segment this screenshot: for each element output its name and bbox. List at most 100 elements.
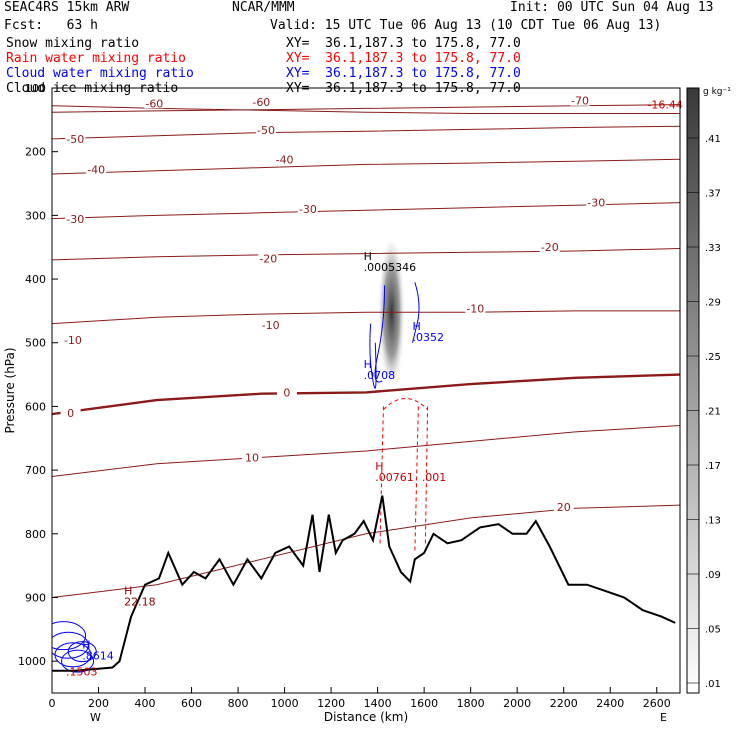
y-tick-label: 800 [25, 528, 46, 541]
colorbar-tick-label: .01 [705, 679, 721, 690]
forecast-hour: Fcst: 63 h [4, 18, 98, 33]
x-tick-label: 400 [135, 697, 156, 710]
high-marker-value: .0005346 [364, 261, 417, 274]
high-marker-label: H [375, 460, 383, 473]
contour-label-bg [553, 500, 574, 513]
contour-label-bg [242, 450, 263, 463]
contour-label: -10 [262, 319, 280, 332]
contour-label-bg [569, 93, 590, 106]
axes-layer: 0 200 400 600 800 1000 1200 1400 1600 1800 2000 220… [3, 82, 681, 724]
contour-label: -70 [571, 95, 589, 108]
high-marker-label: H [413, 320, 421, 333]
colorbar-tick-label: .09 [705, 570, 721, 581]
contour-label: -30 [66, 213, 84, 226]
colorbar: .41 .37 .33 .29 .25 .21 .17 .13 .09 .05 .01 g kg⁻¹ [686, 87, 731, 694]
colorbar-tick-label: .33 [705, 243, 721, 254]
contour-label-bg [251, 95, 272, 108]
contour-label: -30 [587, 197, 605, 210]
high-marker-label: H [364, 250, 372, 263]
contour-label-bg [62, 333, 83, 346]
temperature-contour-line [52, 310, 680, 325]
temperature-contour-line [52, 373, 680, 416]
rain-water-contour [424, 406, 429, 547]
temperature-contour-line [52, 104, 680, 113]
x-tick-label: 1800 [457, 697, 485, 710]
high-marker-label: H [364, 358, 372, 371]
x-end-label-east: E [660, 711, 667, 724]
field-label-rain: Rain water mixing ratio [6, 51, 187, 66]
colorbar-tick-label: .29 [705, 298, 721, 309]
high-marker-value: .001 [422, 471, 447, 484]
snow-shading [377, 240, 406, 401]
colorbar-scale [686, 87, 700, 694]
field-xy-rain: XY= 36.1,187.3 to 175.8, 77.0 [286, 51, 521, 66]
y-tick-label: 300 [25, 209, 46, 222]
contour-label: -50 [66, 133, 84, 146]
cloud-water-contour [52, 621, 87, 651]
cloud-water-contour [67, 641, 97, 663]
snow-shading-layer [377, 240, 406, 401]
colorbar-tick-label: .17 [705, 461, 721, 472]
x-tick-label: 1200 [317, 697, 345, 710]
field-xy-cloud-water: XY= 36.1,187.3 to 175.8, 77.0 [286, 66, 521, 81]
y-tick-label: 500 [25, 337, 46, 350]
contour-label: 0 [67, 407, 74, 420]
contour-label-bg [144, 96, 165, 109]
x-tick-label: 2000 [503, 697, 531, 710]
contour-label: -10 [466, 302, 484, 315]
temperature-contour-line [52, 125, 680, 140]
contour-label: -10 [64, 334, 82, 347]
x-tick-label: 2200 [550, 697, 578, 710]
init-time: Init: 00 UTC Sun 04 Aug 13 [510, 0, 714, 15]
colorbar-tick-label: .05 [705, 625, 721, 636]
contour-label-bg [60, 405, 81, 418]
contour-label-bg [260, 317, 281, 330]
high-marker-value: .00761 [375, 471, 414, 484]
x-tick-label: 600 [181, 697, 202, 710]
y-tick-label: 900 [25, 591, 46, 604]
cloud-water-contour [61, 649, 95, 673]
contour-label-bg [297, 202, 318, 214]
rain-water-contour [383, 397, 428, 410]
x-axis-label: Distance (km) [324, 710, 408, 724]
temperature-contour-line [52, 504, 680, 598]
contour-label: 10 [245, 451, 259, 464]
temperature-contour-line [52, 158, 680, 175]
x-tick-label: 1600 [410, 697, 438, 710]
rain-water-contour [379, 406, 384, 547]
contour-label-bg [465, 301, 486, 314]
terrain-line [52, 495, 676, 672]
colorbar-tick-label: .13 [705, 516, 721, 527]
high-marker-value: -16.44 [647, 99, 682, 112]
temperature-contour-line [52, 248, 680, 261]
high-marker-label: H [82, 638, 90, 651]
contour-label: 20 [557, 501, 571, 514]
annotation-layer: H.0005346H.0352H.0708H.00761.001H22.18H.… [66, 99, 683, 679]
colorbar-unit: g kg⁻¹ [703, 87, 731, 97]
contour-label: -60 [252, 96, 270, 109]
hydrometeor-contour-layer [52, 282, 429, 673]
x-tick-label: 2600 [643, 697, 671, 710]
plot-frame [51, 87, 681, 694]
x-tick-label: 200 [88, 697, 109, 710]
contour-label-bg [65, 131, 86, 144]
colorbar-tick-label: .37 [705, 189, 721, 200]
contour-label: 0 [283, 386, 290, 399]
model-title: SEAC4RS 15km ARW [4, 0, 130, 15]
colorbar-tick-label: .25 [705, 352, 721, 363]
contour-label-bg [276, 385, 297, 398]
high-marker-value: .0708 [364, 369, 396, 382]
high-marker-value: .8614 [82, 649, 114, 662]
x-tick-label: 1000 [271, 697, 299, 710]
high-marker-value: 22.18 [124, 595, 155, 608]
contour-label: -50 [257, 124, 275, 137]
high-marker-value: .0352 [413, 331, 445, 344]
contour-label-bg [539, 240, 560, 253]
high-marker-value: .1503 [66, 665, 98, 678]
x-tick-label: 800 [228, 697, 249, 710]
temperature-contour-line [52, 425, 680, 477]
x-tick-label: 2400 [596, 697, 624, 710]
cloud-water-contour [412, 282, 420, 343]
contour-label-bg [65, 212, 86, 225]
